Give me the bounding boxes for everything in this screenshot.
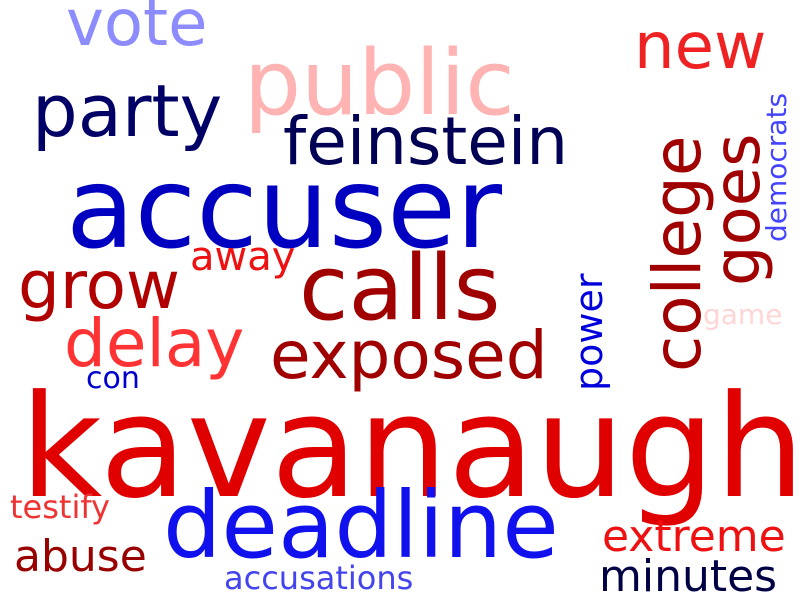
word-kavanaugh: kavanaugh xyxy=(20,365,800,530)
word-delay: delay xyxy=(64,305,245,382)
word-new: new xyxy=(634,10,767,84)
word-democrats: democrats xyxy=(760,92,793,242)
word-accuser: accuser xyxy=(66,144,503,274)
word-grow: grow xyxy=(18,247,180,324)
word-game: game xyxy=(703,298,783,331)
word-con: con xyxy=(86,361,140,396)
word-calls: calls xyxy=(299,236,501,341)
word-feinstein: feinstein xyxy=(283,103,569,180)
word-testify: testify xyxy=(10,488,110,526)
word-vote: vote xyxy=(66,0,208,61)
word-public: public xyxy=(244,31,515,136)
word-accusations: accusations xyxy=(224,559,414,597)
word-minutes: minutes xyxy=(599,551,778,600)
word-extreme: extreme xyxy=(602,511,786,562)
word-away: away xyxy=(190,234,296,280)
word-abuse: abuse xyxy=(14,531,147,582)
word-exposed: exposed xyxy=(270,317,548,394)
word-party: party xyxy=(32,69,223,153)
word-power: power xyxy=(567,273,611,391)
word-deadline: deadline xyxy=(163,472,559,579)
